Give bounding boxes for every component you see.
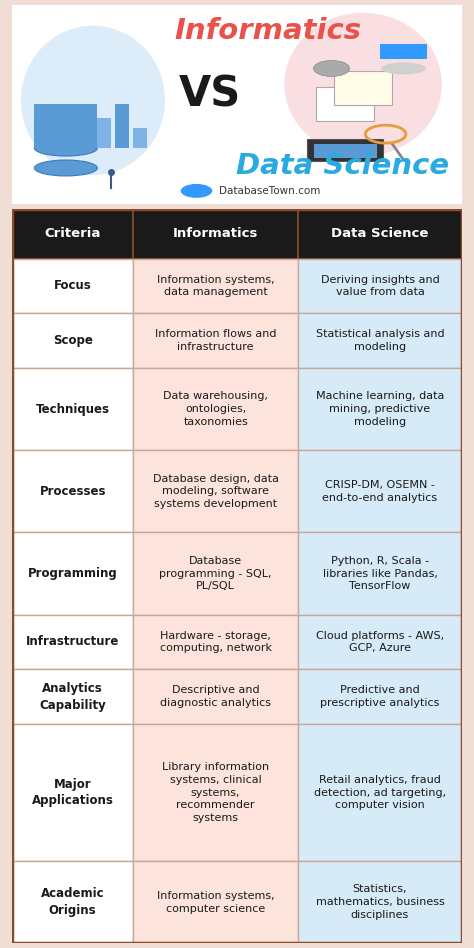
Circle shape — [181, 184, 212, 198]
FancyBboxPatch shape — [133, 861, 298, 943]
FancyBboxPatch shape — [12, 861, 133, 943]
Text: Information flows and
infrastructure: Information flows and infrastructure — [155, 329, 276, 352]
FancyBboxPatch shape — [12, 533, 133, 614]
FancyBboxPatch shape — [12, 669, 133, 724]
FancyBboxPatch shape — [298, 368, 462, 450]
FancyBboxPatch shape — [298, 861, 462, 943]
Text: Information systems,
computer science: Information systems, computer science — [157, 891, 274, 914]
FancyBboxPatch shape — [12, 368, 133, 450]
FancyBboxPatch shape — [34, 124, 97, 148]
Text: Scope: Scope — [53, 335, 92, 347]
FancyBboxPatch shape — [12, 614, 133, 669]
FancyBboxPatch shape — [12, 450, 133, 533]
Text: CRISP-DM, OSEMN -
end-to-end analytics: CRISP-DM, OSEMN - end-to-end analytics — [322, 480, 438, 502]
Text: Deriving insights and
value from data: Deriving insights and value from data — [320, 275, 439, 298]
Text: Criteria: Criteria — [45, 227, 101, 240]
Text: Processes: Processes — [39, 484, 106, 498]
Text: Informatics: Informatics — [173, 227, 258, 240]
FancyBboxPatch shape — [298, 614, 462, 669]
FancyBboxPatch shape — [298, 724, 462, 861]
FancyBboxPatch shape — [12, 209, 133, 259]
FancyBboxPatch shape — [133, 313, 298, 368]
Text: Hardware - storage,
computing, network: Hardware - storage, computing, network — [160, 630, 272, 653]
Circle shape — [313, 61, 349, 77]
Ellipse shape — [34, 160, 98, 176]
FancyBboxPatch shape — [298, 209, 462, 259]
Text: Python, R, Scala -
libraries like Pandas,
TensorFlow: Python, R, Scala - libraries like Pandas… — [322, 556, 438, 592]
FancyBboxPatch shape — [298, 450, 462, 533]
Text: Techniques: Techniques — [36, 403, 109, 415]
Text: Focus: Focus — [54, 280, 91, 292]
FancyBboxPatch shape — [12, 724, 133, 861]
Text: Machine learning, data
mining, predictive
modeling: Machine learning, data mining, predictiv… — [316, 392, 444, 427]
FancyBboxPatch shape — [115, 104, 129, 148]
FancyBboxPatch shape — [307, 139, 383, 161]
Text: Statistical analysis and
modeling: Statistical analysis and modeling — [316, 329, 444, 352]
FancyBboxPatch shape — [133, 368, 298, 450]
Text: Database
programming - SQL,
PL/SQL: Database programming - SQL, PL/SQL — [159, 556, 272, 592]
Text: Major
Applications: Major Applications — [32, 778, 114, 808]
Text: Data Science: Data Science — [236, 152, 448, 180]
FancyBboxPatch shape — [34, 104, 97, 128]
Ellipse shape — [34, 120, 98, 137]
Text: Information systems,
data management: Information systems, data management — [157, 275, 274, 298]
Text: DatabaseTown.com: DatabaseTown.com — [219, 186, 320, 196]
Text: Analytics
Capability: Analytics Capability — [39, 682, 106, 712]
FancyBboxPatch shape — [12, 259, 133, 313]
Ellipse shape — [21, 26, 165, 175]
Ellipse shape — [34, 140, 98, 156]
FancyBboxPatch shape — [133, 669, 298, 724]
Text: Library information
systems, clinical
systems,
recommender
systems: Library information systems, clinical sy… — [162, 762, 269, 823]
FancyBboxPatch shape — [298, 533, 462, 614]
Text: Descriptive and
diagnostic analytics: Descriptive and diagnostic analytics — [160, 685, 271, 708]
FancyBboxPatch shape — [133, 209, 298, 259]
FancyBboxPatch shape — [133, 724, 298, 861]
FancyBboxPatch shape — [12, 5, 462, 204]
Text: Database design, data
modeling, software
systems development: Database design, data modeling, software… — [153, 474, 279, 509]
FancyBboxPatch shape — [316, 87, 374, 121]
Text: Data Science: Data Science — [331, 227, 428, 240]
Ellipse shape — [381, 63, 426, 75]
Text: Programming: Programming — [28, 567, 118, 580]
Text: Data warehousing,
ontologies,
taxonomies: Data warehousing, ontologies, taxonomies — [163, 392, 268, 427]
FancyBboxPatch shape — [313, 144, 376, 158]
FancyBboxPatch shape — [97, 118, 111, 148]
Text: Predictive and
prescriptive analytics: Predictive and prescriptive analytics — [320, 685, 440, 708]
FancyBboxPatch shape — [298, 669, 462, 724]
FancyBboxPatch shape — [298, 313, 462, 368]
Text: Cloud platforms - AWS,
GCP, Azure: Cloud platforms - AWS, GCP, Azure — [316, 630, 444, 653]
FancyBboxPatch shape — [133, 450, 298, 533]
Text: Infrastructure: Infrastructure — [26, 635, 119, 648]
Text: Academic
Origins: Academic Origins — [41, 887, 104, 917]
FancyBboxPatch shape — [380, 44, 428, 59]
FancyBboxPatch shape — [133, 533, 298, 614]
FancyBboxPatch shape — [334, 71, 392, 105]
FancyBboxPatch shape — [133, 614, 298, 669]
FancyBboxPatch shape — [298, 259, 462, 313]
FancyBboxPatch shape — [12, 313, 133, 368]
Text: VS: VS — [179, 73, 241, 116]
Text: Informatics: Informatics — [174, 17, 361, 45]
Text: Retail analytics, fraud
detection, ad targeting,
computer vision: Retail analytics, fraud detection, ad ta… — [314, 775, 446, 811]
Text: Statistics,
mathematics, business
disciplines: Statistics, mathematics, business discip… — [316, 884, 444, 920]
FancyBboxPatch shape — [133, 259, 298, 313]
FancyBboxPatch shape — [133, 128, 147, 148]
Ellipse shape — [284, 12, 442, 156]
